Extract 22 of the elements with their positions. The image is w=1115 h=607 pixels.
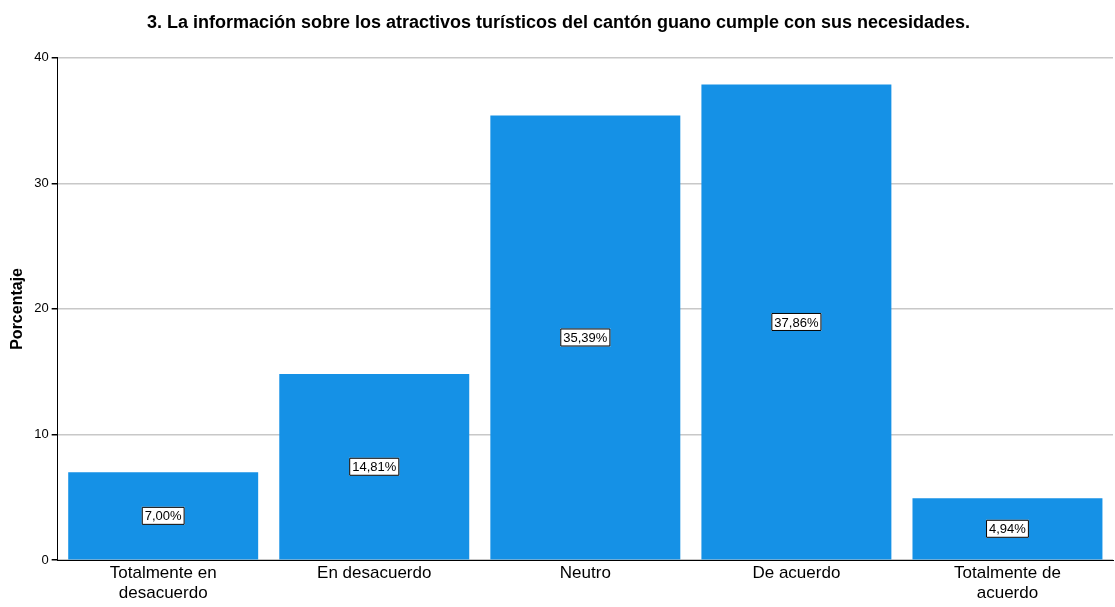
y-tick-label: 30 <box>34 174 49 190</box>
y-tick-label: 40 <box>34 49 49 65</box>
bar <box>912 498 1103 560</box>
bar <box>279 374 470 560</box>
data-label: 37,86% <box>774 314 819 330</box>
data-label: 14,81% <box>352 459 397 475</box>
x-tick-label: Totalmente de acuerdo <box>954 563 1061 603</box>
y-tick-label: 0 <box>41 551 49 567</box>
data-label: 7,00% <box>144 508 183 524</box>
bar <box>490 115 681 560</box>
bar <box>68 472 259 560</box>
data-label: 35,39% <box>563 330 608 346</box>
x-tick-label: Totalmente en desacuerdo <box>109 563 217 603</box>
data-label: 4,94% <box>989 521 1027 537</box>
x-tick-label: De acuerdo <box>752 563 841 583</box>
bar <box>701 84 892 560</box>
x-tick-label: Neutro <box>559 563 611 583</box>
x-tick-label: En desacuerdo <box>317 563 432 583</box>
y-tick-label: 20 <box>34 300 49 316</box>
y-axis-title: Porcentaje <box>8 267 26 350</box>
y-tick-label: 10 <box>34 426 49 442</box>
chart-title: 3. La información sobre los atractivos turísticos del cantón guano cumple con sus necesidades. <box>146 11 971 32</box>
